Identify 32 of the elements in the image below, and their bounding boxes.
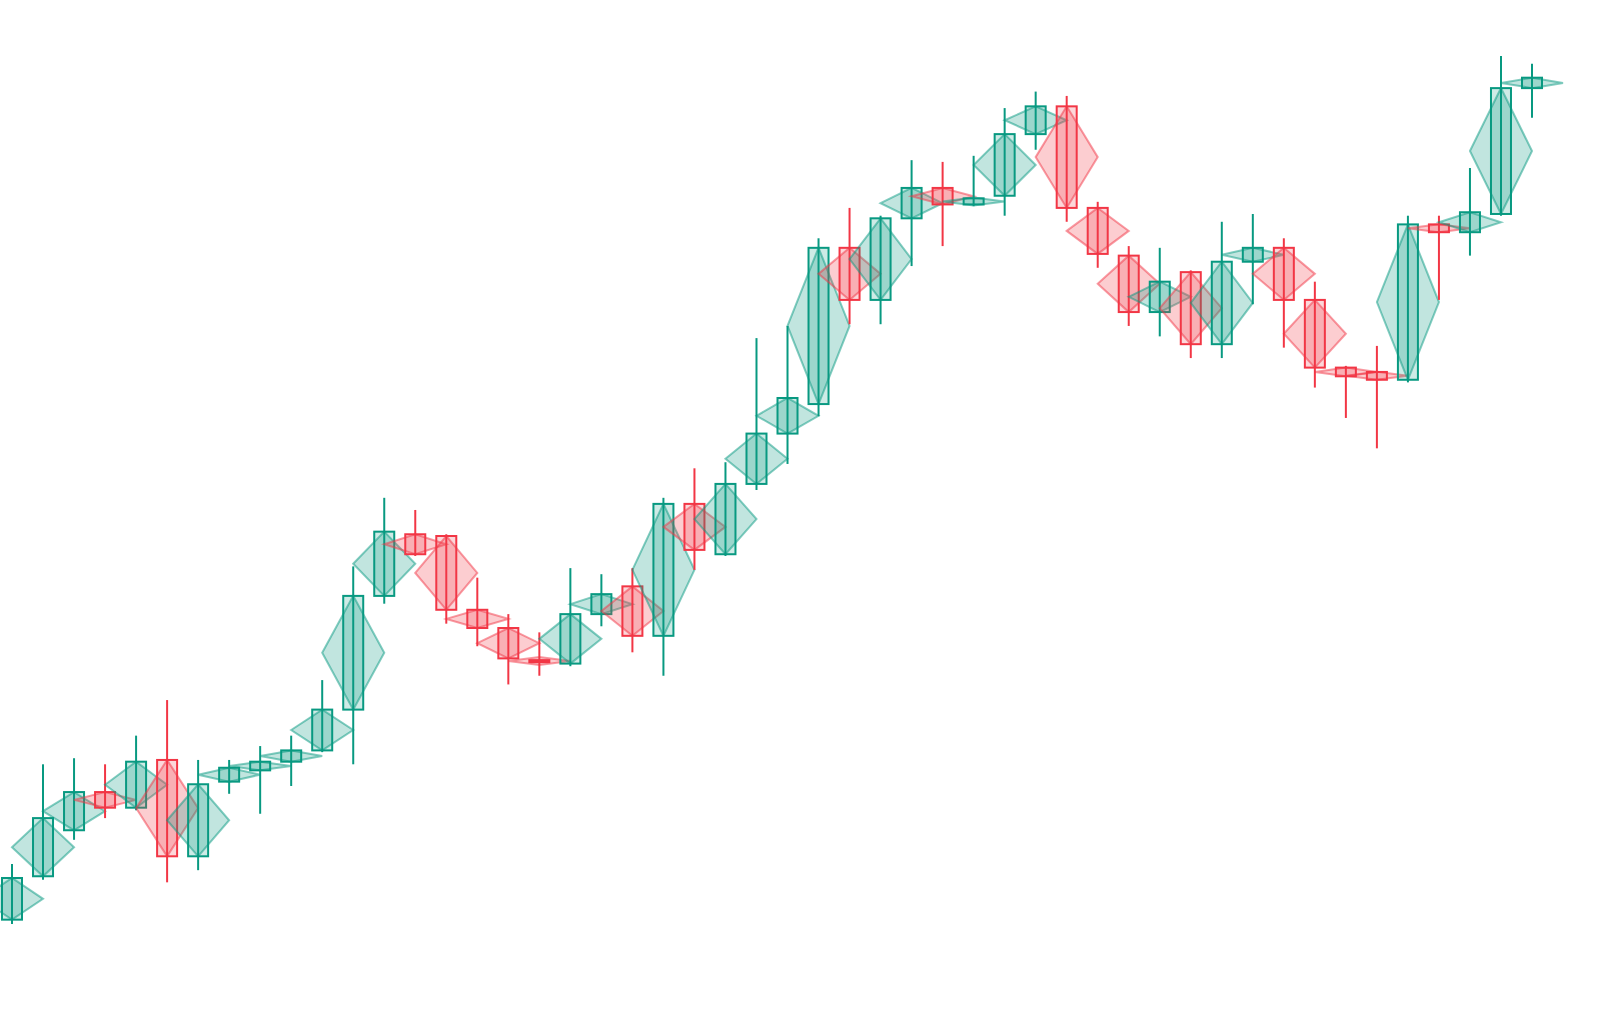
candlestick: [1251, 237, 1316, 349]
candlestick: [786, 237, 851, 418]
candlestick: [1282, 280, 1347, 389]
candlestick: [321, 565, 386, 766]
candlestick: [941, 154, 1006, 208]
candlestick: [755, 324, 820, 465]
candlestick: [1468, 55, 1533, 217]
candlestick: [538, 567, 603, 668]
candlestick: [1034, 94, 1099, 223]
candlestick: [1065, 200, 1130, 269]
candlestick: [414, 533, 479, 625]
candlestick: [166, 758, 231, 872]
candlestick: [817, 206, 882, 326]
candlestick: [11, 763, 76, 881]
candlestick: [1189, 220, 1254, 360]
candlestick: [352, 496, 417, 605]
candlestick: [135, 699, 200, 884]
candlestick: [1096, 245, 1161, 327]
candlestick: [1499, 62, 1565, 119]
candlestick: [197, 758, 262, 795]
candlestick: [848, 214, 913, 326]
candlestick: [724, 337, 789, 491]
candlestick: [290, 679, 355, 754]
candlestick: [1375, 214, 1440, 384]
candlestick: [693, 461, 758, 557]
candlestick: [228, 745, 293, 815]
candlestick: [259, 734, 324, 787]
candlestick: [476, 613, 541, 686]
candlestick: [42, 757, 107, 841]
candlestick: [631, 496, 696, 677]
candlestick: [879, 159, 944, 268]
candlestick: [972, 107, 1037, 217]
